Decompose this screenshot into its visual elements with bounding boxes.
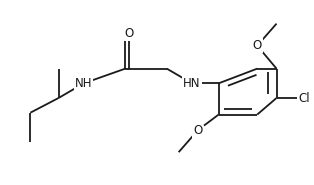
Text: O: O: [193, 124, 203, 137]
Text: HN: HN: [183, 77, 201, 90]
Text: O: O: [124, 27, 133, 40]
Text: Cl: Cl: [299, 92, 310, 105]
Text: O: O: [253, 39, 262, 52]
Text: NH: NH: [75, 77, 93, 90]
